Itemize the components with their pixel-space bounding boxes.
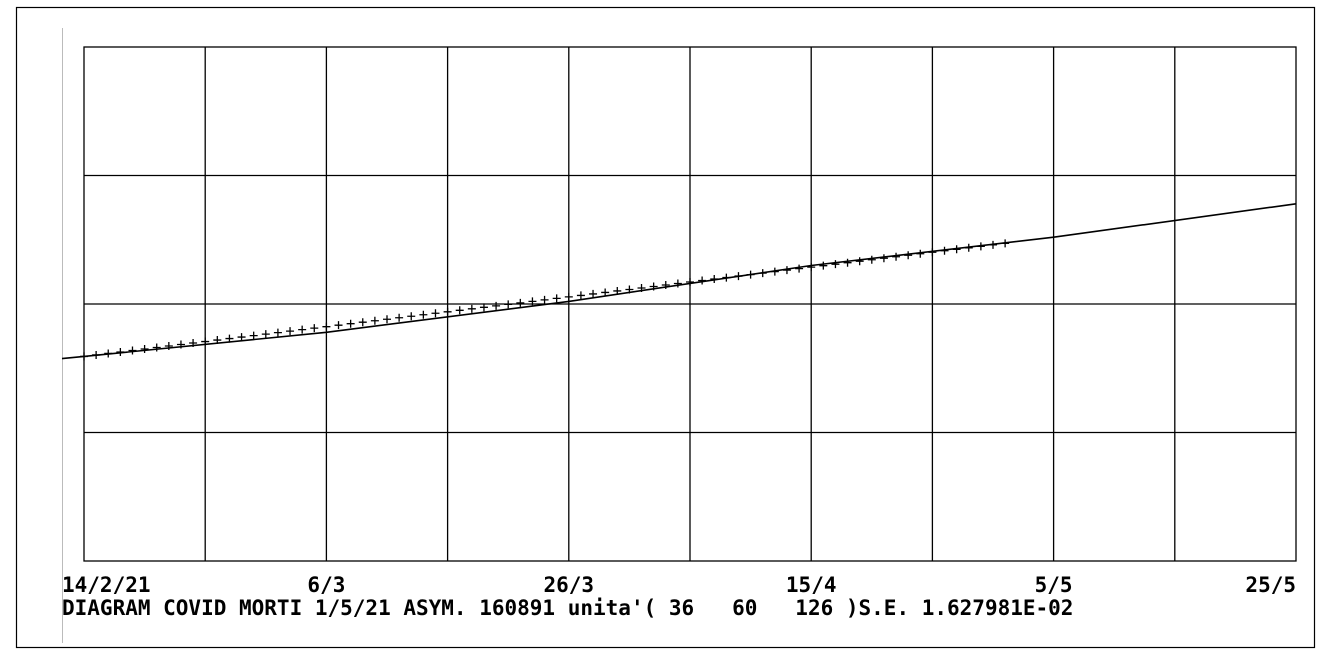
observed-point-marker [431,309,439,317]
observed-point-marker [856,257,864,265]
x-tick-label: 5/5 [1035,573,1073,597]
observed-point-marker [928,248,936,256]
observed-point-marker [262,330,270,338]
observed-point-marker [371,317,379,325]
observed-point-marker [965,244,973,252]
observed-point-marker [359,318,367,326]
observed-point-marker [116,348,124,356]
fit-curve-group [62,204,1296,359]
observed-point-marker [298,326,306,334]
observed-point-marker [80,352,88,360]
observed-point-marker [904,251,912,259]
observed-point-marker [92,351,100,359]
observed-point-marker [868,256,876,264]
x-tick-label: 6/3 [307,573,345,597]
observed-point-marker [795,265,803,273]
observed-point-marker [844,259,852,267]
observed-point-marker [322,323,330,331]
observed-point-marker [310,324,318,332]
observed-point-marker [941,247,949,255]
observed-point-marker [916,250,924,258]
observed-point-marker [771,268,779,276]
observed-point-marker [104,349,112,357]
observed-point-marker [274,329,282,337]
observed-point-marker [807,263,815,271]
observed-point-marker [747,271,755,279]
x-tick-label: 15/4 [786,573,837,597]
observed-point-marker [577,291,585,299]
observed-point-marker [892,253,900,261]
observed-point-marker [347,320,355,328]
observed-point-marker [541,296,549,304]
observed-point-marker [698,277,706,285]
observed-point-marker [335,321,343,329]
observed-point-marker [553,294,561,302]
observed-point-marker [989,241,997,249]
outer-border [17,8,1315,648]
x-tick-labels: 14/2/21 6/3 26/3 15/4 5/5 25/5 [62,573,1296,597]
observed-point-marker [953,245,961,253]
observed-point-marker [819,262,827,270]
observed-point-marker [516,299,524,307]
observed-point-marker [880,254,888,262]
observed-point-marker [444,308,452,316]
observed-point-marker [734,272,742,280]
observed-point-marker [831,260,839,268]
observed-point-marker [977,242,985,250]
observed-point-marker [286,327,294,335]
x-tick-label: 26/3 [544,573,595,597]
observed-point-marker [128,346,136,354]
observed-point-marker [407,312,415,320]
plot-grid [84,47,1296,561]
observed-point-marker [250,332,258,340]
observed-point-marker [383,315,391,323]
chart-caption: DIAGRAM COVID MORTI 1/5/21 ASYM. 160891 … [62,596,1073,620]
observed-point-marker [468,305,476,313]
observed-point-marker [722,274,730,282]
observed-point-marker [759,269,767,277]
observed-point-marker [565,293,573,301]
x-tick-label: 14/2/21 [62,573,151,597]
observed-point-marker [153,344,161,352]
fit-curve-line [62,204,1296,359]
observed-point-marker [504,300,512,308]
observed-point-marker [141,345,149,353]
observed-point-marker [456,306,464,314]
observed-point-marker [492,302,500,310]
observed-point-marker [686,278,694,286]
observed-point-marker [395,314,403,322]
observed-point-marker [419,311,427,319]
observed-point-marker [1001,239,1009,247]
x-tick-label: 25/5 [1245,573,1296,597]
observed-point-marker [710,275,718,283]
observed-point-marker [783,266,791,274]
